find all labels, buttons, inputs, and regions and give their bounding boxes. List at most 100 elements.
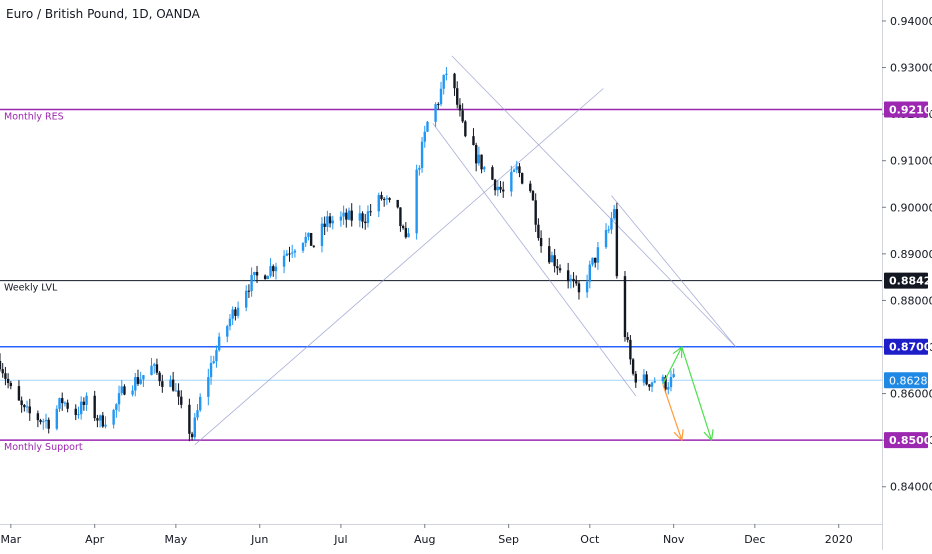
candle xyxy=(36,410,40,428)
candle xyxy=(653,377,656,384)
candle-body xyxy=(496,186,500,191)
candle xyxy=(150,358,153,376)
candle-body xyxy=(531,191,535,201)
candle-body xyxy=(236,307,240,316)
candle xyxy=(42,418,45,430)
candle-body xyxy=(415,169,418,234)
candle-body xyxy=(193,417,196,438)
price-tag xyxy=(884,272,928,289)
candle-body xyxy=(142,375,145,380)
candle xyxy=(648,383,651,391)
candle-body xyxy=(607,229,610,231)
candle-body xyxy=(631,359,635,374)
candle-body xyxy=(58,398,61,409)
candle-body xyxy=(591,257,594,265)
candle xyxy=(236,301,240,319)
candle xyxy=(320,217,324,253)
candle-body xyxy=(309,232,313,246)
candle xyxy=(266,275,270,280)
y-tick-label: 0.90000 xyxy=(890,201,932,214)
candle xyxy=(153,362,156,374)
candle xyxy=(104,416,107,429)
candle-body xyxy=(231,309,234,319)
candle xyxy=(180,390,183,409)
candle-body xyxy=(177,390,180,397)
candle-body xyxy=(426,121,429,132)
chart-title: Euro / British Pound, 1D, OANDA xyxy=(6,7,201,21)
y-axis[interactable]: 0.940000.930000.920000.910000.900000.890… xyxy=(882,0,932,550)
candle xyxy=(44,413,48,429)
candle-body xyxy=(623,276,627,338)
candle-body xyxy=(269,266,272,277)
candle-body xyxy=(120,386,123,394)
candle xyxy=(171,371,175,392)
candle xyxy=(612,204,616,221)
candle xyxy=(77,406,80,419)
candle-body xyxy=(385,198,389,200)
candle xyxy=(377,192,380,218)
candle-body xyxy=(180,396,183,405)
candle-body xyxy=(328,216,332,224)
candle xyxy=(120,379,123,396)
candle xyxy=(588,260,592,289)
candle-body xyxy=(572,278,575,282)
candle-body xyxy=(209,363,213,378)
x-axis[interactable]: Mar Apr May Jun Jul Aug Sep Oct Nov Dec 2020 xyxy=(0,524,882,550)
candle-body xyxy=(331,220,334,224)
candle xyxy=(98,414,102,428)
candle xyxy=(512,168,516,173)
candle xyxy=(55,405,59,431)
candle-body xyxy=(382,199,386,201)
candle-body xyxy=(594,257,597,263)
candle xyxy=(226,324,229,343)
candle-body xyxy=(272,266,275,272)
candle-body xyxy=(23,405,26,408)
candle-body xyxy=(74,408,77,415)
candle-body xyxy=(634,373,637,383)
candle-body xyxy=(369,211,372,213)
candle-body xyxy=(396,199,399,208)
candle xyxy=(123,384,126,396)
x-tick-label: 2020 xyxy=(825,533,853,546)
x-tick-label: Sep xyxy=(498,533,519,546)
candle xyxy=(117,385,121,412)
candle xyxy=(158,370,161,386)
candle xyxy=(136,369,140,386)
candle-body xyxy=(404,227,408,238)
candle-body xyxy=(461,110,464,122)
candle-body xyxy=(458,104,462,111)
candle xyxy=(672,368,675,379)
candle xyxy=(307,232,310,241)
candle-body xyxy=(20,400,23,406)
candle xyxy=(193,412,196,441)
candle xyxy=(418,165,421,176)
y-tick-label: 0.88000 xyxy=(890,294,932,307)
candle-body xyxy=(131,390,134,395)
candle-body xyxy=(493,179,497,191)
x-tick-label: May xyxy=(164,533,187,546)
candle-body xyxy=(104,424,107,427)
candle xyxy=(510,165,513,197)
trendline xyxy=(432,123,637,397)
candle-body xyxy=(585,281,589,293)
candle xyxy=(61,392,64,411)
candle xyxy=(385,195,389,205)
candle-body xyxy=(566,270,570,282)
candle xyxy=(47,417,50,434)
candle-body xyxy=(98,415,102,421)
candle xyxy=(9,380,13,390)
candle xyxy=(623,271,627,342)
candle-body xyxy=(645,374,648,385)
candle-body xyxy=(77,414,80,416)
candle xyxy=(6,373,10,389)
candle-body xyxy=(388,198,391,200)
candle xyxy=(437,102,440,110)
candle xyxy=(556,258,559,276)
candle xyxy=(464,120,467,138)
candle xyxy=(188,398,191,442)
candle xyxy=(572,272,575,288)
candle-body xyxy=(266,276,270,280)
last-price-tag xyxy=(884,372,928,389)
